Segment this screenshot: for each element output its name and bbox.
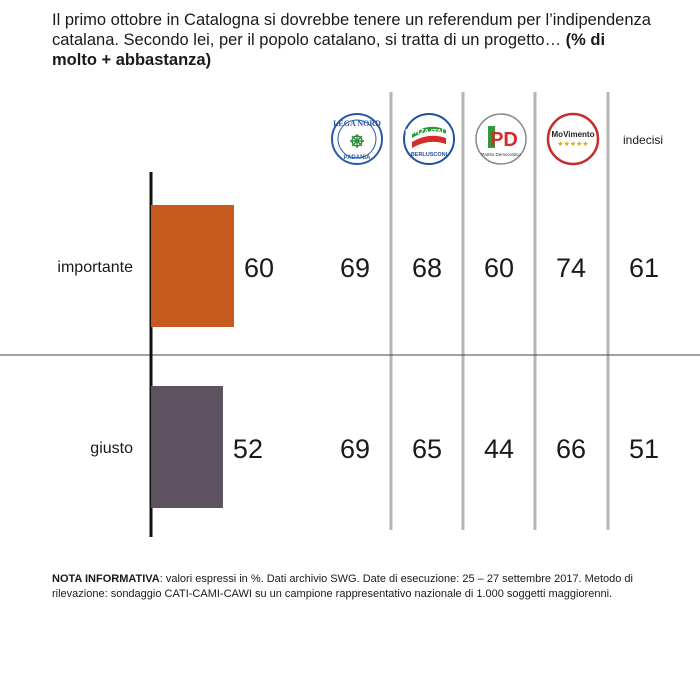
footnote-label: NOTA INFORMATIVA <box>52 573 160 585</box>
table-value-giusto-4: 66 <box>556 434 586 464</box>
bar-giusto <box>151 386 223 508</box>
fi-logo-subtext: BERLUSCONI <box>411 152 448 158</box>
m5s-logo-text: MoVimento <box>552 130 595 139</box>
bar-importante <box>151 205 234 327</box>
chart-title: Il primo ottobre in Catalogna si dovrebb… <box>52 10 652 70</box>
table-value-importante-2: 68 <box>412 253 442 283</box>
fi-logo-text: FORZA ITALIA <box>405 129 453 136</box>
category-label-giusto: giusto <box>90 440 133 457</box>
table-value-importante-5: 61 <box>629 253 659 283</box>
table-value-giusto-5: 51 <box>629 434 659 464</box>
lega-nord-logo-icon: LEGA NORD PADANIA <box>331 113 383 165</box>
table-value-importante-3: 60 <box>484 253 514 283</box>
table-value-giusto-3: 44 <box>484 434 514 464</box>
forza-italia-logo-icon: FORZA ITALIA BERLUSCONI <box>403 113 455 165</box>
title-question: Il primo ottobre in Catalogna si dovrebb… <box>52 11 651 49</box>
title-emphasis: (% di molto + abbastanza) <box>52 31 606 69</box>
bar-value-giusto: 52 <box>233 434 263 464</box>
table-value-importante-1: 69 <box>340 253 370 283</box>
undecided-column-label: indecisi <box>623 133 664 147</box>
pd-logo-subtext: Partito Democratico <box>481 152 521 157</box>
m5s-logo-stars: ★★★★★ <box>557 140 588 148</box>
bar-value-importante: 60 <box>244 253 274 283</box>
footnote-text: : valori espressi in %. Dati archivio SW… <box>52 573 633 600</box>
footnote: NOTA INFORMATIVA: valori espressi in %. … <box>52 572 652 602</box>
table-value-importante-4: 74 <box>556 253 586 283</box>
lega-logo-subtext: PADANIA <box>344 155 372 161</box>
chart-area: importante 60 69 68 60 74 61 giusto 52 69 65 44 66 51 <box>0 92 700 537</box>
movimento-5-stelle-logo-icon: MoVimento ★★★★★ <box>546 112 600 166</box>
table-value-giusto-2: 65 <box>412 434 442 464</box>
pd-logo-text: PD <box>490 129 518 151</box>
partito-democratico-logo-icon: PD Partito Democratico <box>475 113 527 165</box>
lega-logo-text: LEGA NORD <box>333 119 381 128</box>
table-value-giusto-1: 69 <box>340 434 370 464</box>
category-label-importante: importante <box>57 259 133 276</box>
